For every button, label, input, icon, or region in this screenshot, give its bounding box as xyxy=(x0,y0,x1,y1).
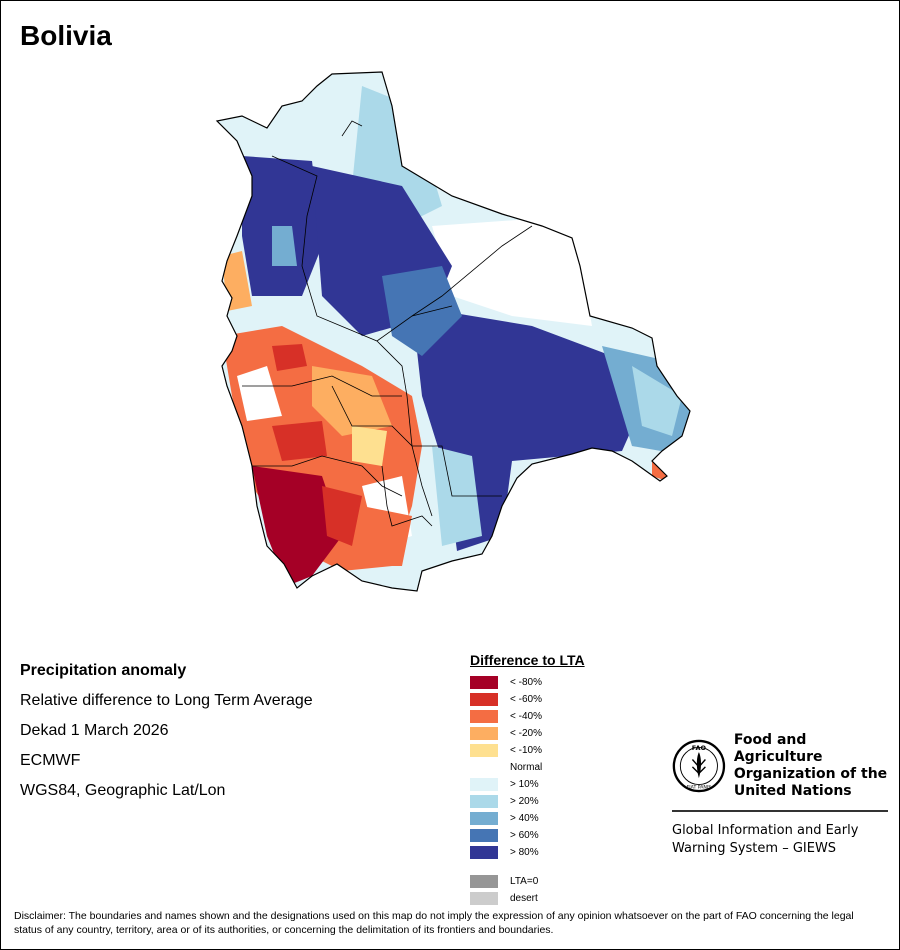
legend-dry-row: < -80% xyxy=(470,674,670,691)
svg-text:FAO: FAO xyxy=(692,744,707,752)
fao-branding: FAO FIAT PANIS Food and Agriculture Orga… xyxy=(672,732,888,858)
giews-line-2: Warning System – GIEWS xyxy=(672,841,837,856)
legend-label: > 10% xyxy=(510,779,539,790)
legend-swatch xyxy=(470,795,498,808)
fao-name-line-3: United Nations xyxy=(733,783,852,799)
fao-name-line-1: Food and Agriculture xyxy=(733,732,823,765)
disclaimer: Disclaimer: The boundaries and names sho… xyxy=(14,910,854,936)
legend-swatch xyxy=(470,778,498,791)
fao-name-line-2: Organization of the xyxy=(733,766,888,782)
info-line-1: Relative difference to Long Term Average xyxy=(20,692,313,709)
legend-label: < -60% xyxy=(510,694,542,705)
legend-label: > 60% xyxy=(510,830,539,841)
fao-emblem-icon: FAO FIAT PANIS xyxy=(672,739,726,793)
legend-swatch xyxy=(470,892,498,905)
legend-wet-row: > 20% xyxy=(470,793,670,810)
legend-swatch xyxy=(470,727,498,740)
bolivia-anomaly-map xyxy=(212,66,692,596)
legend-wet-row: > 10% xyxy=(470,776,670,793)
info-line-3: ECMWF xyxy=(20,752,81,769)
legend-dry-row: < -60% xyxy=(470,691,670,708)
legend-label: < -20% xyxy=(510,728,542,739)
legend-dry-row: < -40% xyxy=(470,708,670,725)
info-line-2: Dekad 1 March 2026 xyxy=(20,722,169,739)
legend-label: > 40% xyxy=(510,813,539,824)
map-info: Precipitation anomaly Relative differenc… xyxy=(20,656,313,806)
legend-other-row: desert xyxy=(470,890,670,907)
legend-dry-group: < -80% < -60% < -40% < -20% < -10% xyxy=(470,674,670,759)
legend-label: < -40% xyxy=(510,711,542,722)
legend-wet-row: > 60% xyxy=(470,827,670,844)
legend-swatch xyxy=(470,693,498,706)
legend-dry-row: < -10% xyxy=(470,742,670,759)
legend-swatch xyxy=(470,846,498,859)
legend-normal-label: Normal xyxy=(510,762,543,773)
legend-swatch xyxy=(470,676,498,689)
legend-label: LTA=0 xyxy=(510,876,539,887)
legend-swatch xyxy=(470,710,498,723)
giews-line-1: Global Information and Early xyxy=(672,823,859,838)
legend-other-row: LTA=0 xyxy=(470,873,670,890)
giews-name: Global Information and Early Warning Sys… xyxy=(672,822,888,858)
legend-wet-row: > 80% xyxy=(470,844,670,861)
legend-wet-group: > 10% > 20% > 40% > 60% > 80% xyxy=(470,776,670,861)
legend-label: desert xyxy=(510,893,538,904)
svg-text:FIAT PANIS: FIAT PANIS xyxy=(687,784,712,790)
info-line-4: WGS84, Geographic Lat/Lon xyxy=(20,782,226,799)
legend-label: > 20% xyxy=(510,796,539,807)
legend: Difference to LTA < -80% < -60% < -40% < -2… xyxy=(470,652,670,907)
fao-name: Food and Agriculture Organization of the… xyxy=(734,732,888,800)
legend-swatch xyxy=(470,744,498,757)
legend-label: < -10% xyxy=(510,745,542,756)
legend-swatch xyxy=(470,812,498,825)
legend-wet-row: > 40% xyxy=(470,810,670,827)
legend-other-group: LTA=0 desert xyxy=(470,873,670,907)
legend-label: < -80% xyxy=(510,677,542,688)
legend-dry-row: < -20% xyxy=(470,725,670,742)
map-title: Bolivia xyxy=(20,20,112,51)
legend-swatch xyxy=(470,875,498,888)
info-heading: Precipitation anomaly xyxy=(20,662,187,679)
legend-title: Difference to LTA xyxy=(470,652,585,668)
legend-swatch xyxy=(470,829,498,842)
fao-divider xyxy=(672,810,888,812)
legend-label: > 80% xyxy=(510,847,539,858)
